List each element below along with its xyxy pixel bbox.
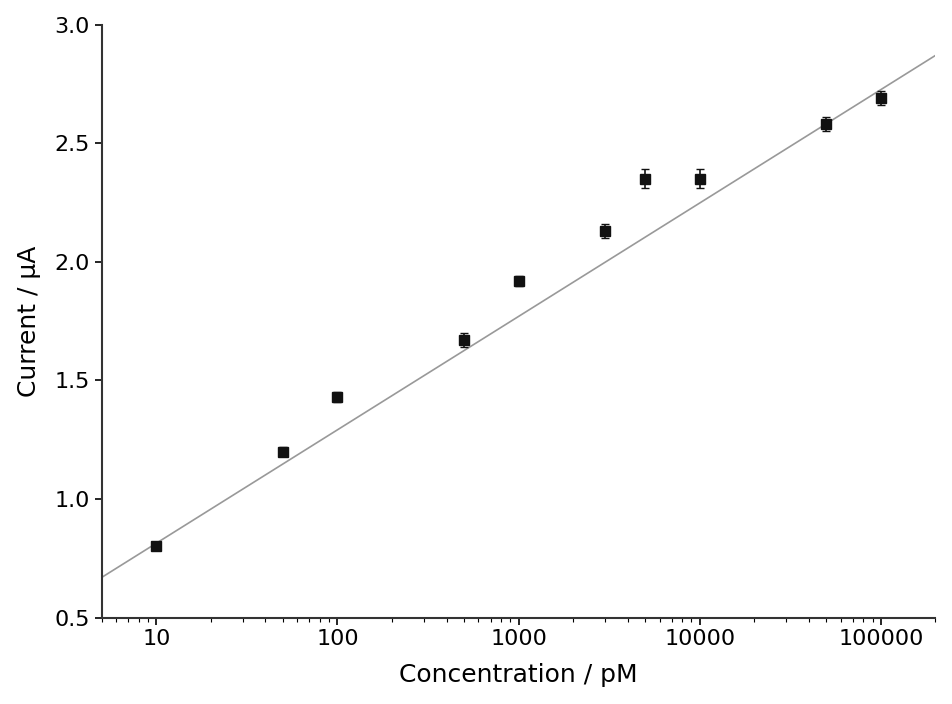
X-axis label: Concentration / pM: Concentration / pM: [399, 663, 638, 687]
Y-axis label: Current / μA: Current / μA: [17, 246, 41, 397]
